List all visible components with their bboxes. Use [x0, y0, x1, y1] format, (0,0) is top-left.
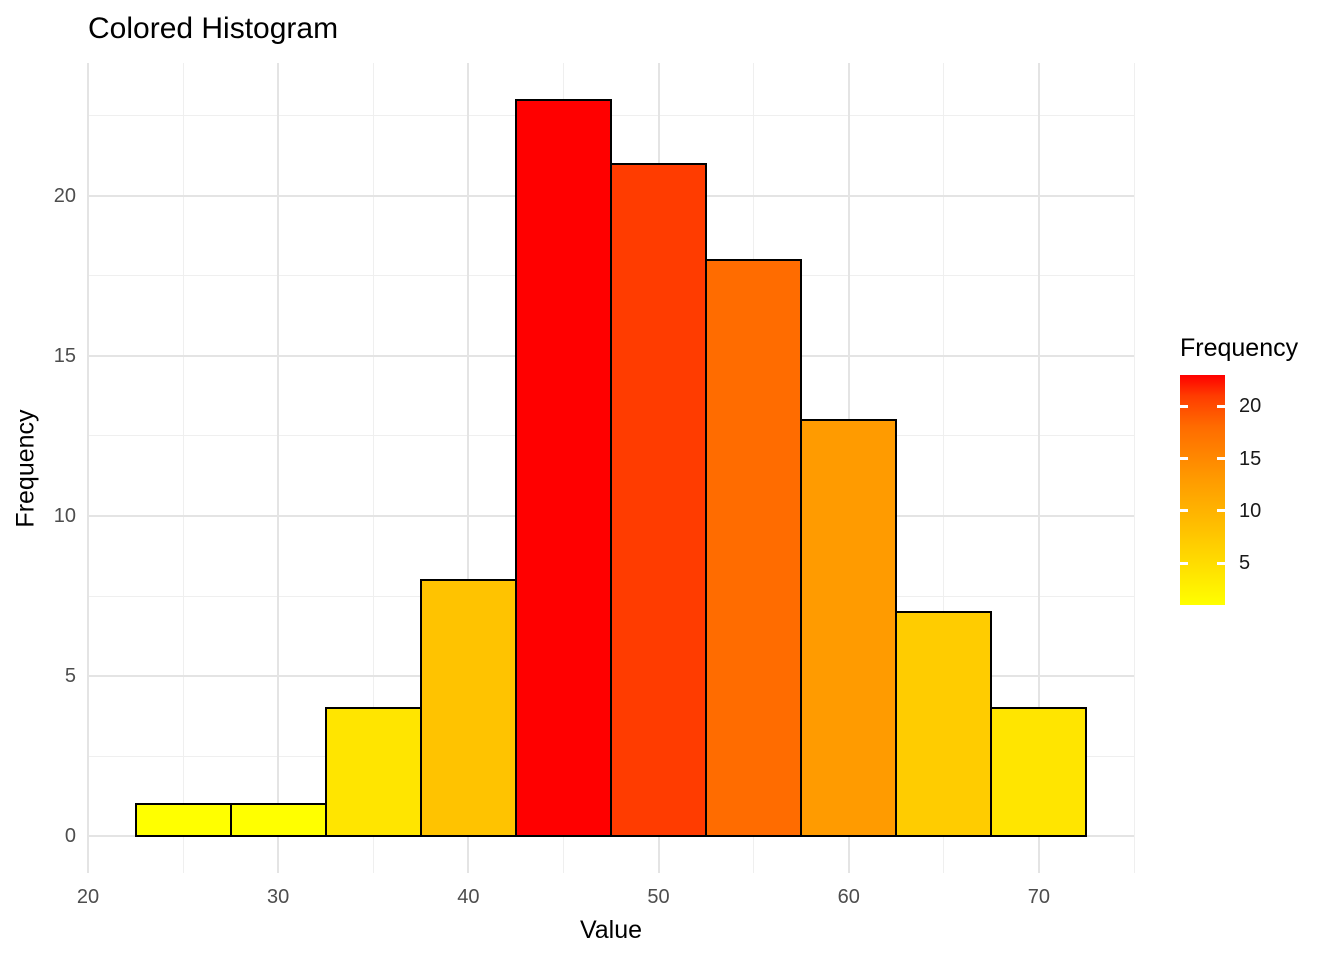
legend-colorbar-tick — [1217, 561, 1225, 565]
x-axis-tick-label: 30 — [267, 886, 290, 908]
chart-title: Colored Histogram — [88, 12, 339, 45]
x-axis-tick-label: 50 — [647, 886, 670, 908]
histogram-bar — [610, 162, 708, 838]
legend-colorbar-tick — [1217, 404, 1225, 408]
legend-title: Frequency — [1180, 334, 1299, 362]
legend-tick-label: 5 — [1239, 552, 1251, 575]
legend-tick-label: 10 — [1239, 499, 1262, 522]
y-axis-tick-label: 5 — [64, 665, 76, 688]
gridline-x-minor — [372, 63, 374, 873]
y-axis-tick-label: 0 — [64, 825, 76, 848]
legend-colorbar-tick — [1180, 561, 1188, 565]
y-axis-tick-label: 20 — [53, 184, 76, 207]
x-axis-tick-label: 40 — [457, 886, 480, 908]
legend-colorbar — [1180, 375, 1225, 605]
histogram-bar — [419, 579, 517, 838]
legend-tick-label: 15 — [1239, 447, 1262, 470]
histogram-bar — [990, 707, 1088, 838]
gridline-x-major — [467, 63, 470, 873]
gridline-x-major — [87, 63, 89, 873]
gridline-x-minor — [182, 63, 184, 873]
legend-colorbar-tick — [1180, 457, 1188, 461]
histogram-bar — [800, 418, 898, 838]
histogram-bar — [324, 707, 422, 838]
legend-colorbar-tick — [1217, 509, 1225, 513]
histogram-bar — [229, 803, 327, 838]
y-axis-tick-label: 10 — [53, 505, 76, 528]
gridline-x-minor — [1133, 63, 1135, 873]
legend-colorbar-tick — [1180, 509, 1188, 513]
x-axis-tick-label: 60 — [837, 886, 860, 908]
histogram-bar — [705, 258, 803, 838]
gridline-x-minor — [943, 63, 945, 873]
histogram-bar — [134, 803, 232, 838]
plot-panel — [87, 63, 1135, 873]
gridline-x-major — [277, 63, 280, 873]
x-axis-tick-label: 20 — [76, 886, 100, 908]
y-axis-tick-label: 15 — [53, 344, 76, 367]
histogram-bar — [514, 98, 612, 838]
histogram-bar — [895, 611, 993, 838]
x-axis-tick-label: 70 — [1027, 886, 1051, 908]
legend: Frequency 20 15 10 5 — [1160, 330, 1344, 630]
legend-colorbar-tick — [1217, 457, 1225, 461]
gridline-x-major — [1037, 63, 1040, 873]
legend-colorbar-tick — [1180, 404, 1188, 408]
x-axis-title: Value — [579, 916, 643, 944]
legend-tick-label: 20 — [1239, 395, 1262, 418]
